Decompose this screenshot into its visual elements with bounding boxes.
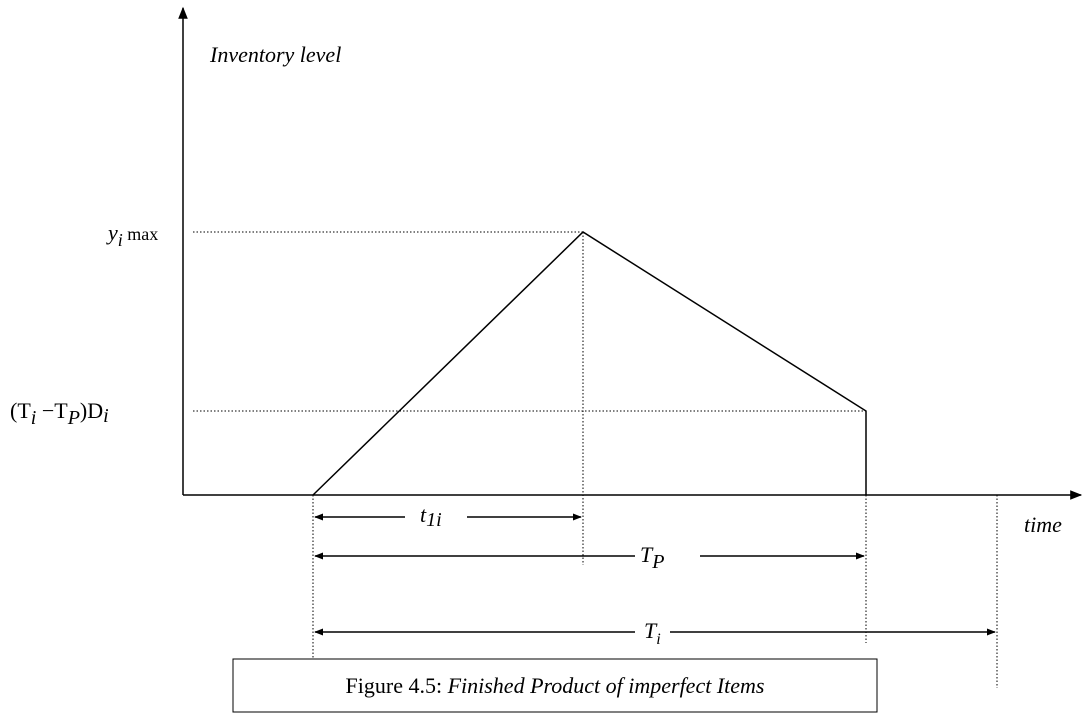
label-part: 1i: [426, 509, 442, 531]
label-part: (T: [10, 398, 31, 423]
ti-label: Ti: [644, 618, 661, 648]
lower-level-label: (Ti −TP)Di: [10, 398, 109, 429]
caption: Figure 4.5: Finished Product of imperfec…: [346, 673, 765, 698]
label-part: T: [640, 542, 654, 567]
label-part: i: [118, 230, 123, 250]
label-part: T: [644, 618, 658, 643]
label-part: y: [106, 220, 118, 245]
label-part: i: [103, 405, 109, 427]
y-axis-label: Inventory level: [209, 42, 341, 67]
caption-number: Figure 4.5:: [346, 673, 448, 698]
label-part: i: [656, 631, 660, 648]
x-axis-label: time: [1024, 512, 1062, 537]
t1i-label: t1i: [420, 502, 442, 531]
label-part: )D: [80, 398, 103, 423]
label-part: −T: [36, 398, 68, 423]
label-part: P: [651, 551, 664, 573]
label-part: max: [123, 224, 159, 244]
caption-box: [232, 658, 878, 713]
inventory-curve: [312, 231, 867, 496]
tp-label: TP: [640, 542, 664, 573]
caption-text: Finished Product of imperfect Items: [447, 673, 765, 698]
label-part: t: [420, 502, 427, 527]
ymax-label: yi max: [106, 220, 158, 250]
label-part: P: [67, 407, 80, 429]
label-part: i: [31, 407, 37, 429]
